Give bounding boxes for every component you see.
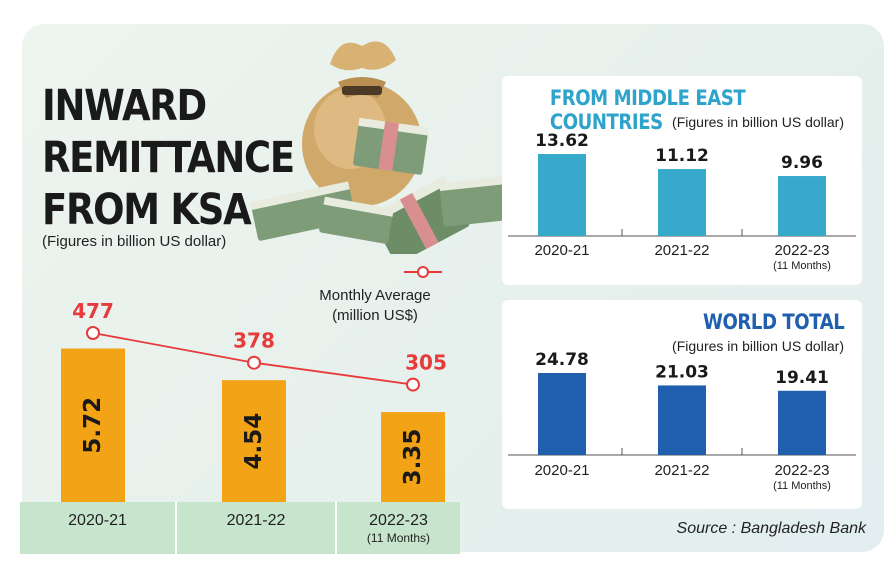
panel-bar-value-label: 19.41 xyxy=(775,368,829,388)
ksa-bar-value-label: 5.72 xyxy=(80,397,106,454)
me-category-label: 2020-21 xyxy=(534,242,590,259)
panel-bar-value-label: 21.03 xyxy=(655,362,709,382)
ksa-bar xyxy=(61,348,125,502)
panel-bar-value-label: 11.12 xyxy=(655,146,709,166)
me-category-2020-21: 2020-21 xyxy=(512,242,612,260)
x-category-2020-21: 2020-21 xyxy=(20,502,177,554)
line-legend-line-2: (million US$) xyxy=(332,307,418,324)
x-category-label: 2020-21 xyxy=(68,512,127,529)
panel-bar-value-label: 9.96 xyxy=(781,153,823,173)
x-category-2021-22: 2021-22 xyxy=(177,502,337,554)
title-line-3: FROM KSA xyxy=(42,185,252,235)
wt-category-note: (11 Months) xyxy=(773,480,831,492)
ksa-bar-value-label: 3.35 xyxy=(400,429,426,486)
panel-bar xyxy=(778,176,826,236)
wt-category-2022-23: 2022-23 (11 Months) xyxy=(752,462,852,492)
wt-category-label: 2022-23 xyxy=(774,462,830,479)
money-bag-illustration xyxy=(250,41,514,254)
main-chart-note: (Figures in billion US dollar) xyxy=(42,233,227,250)
ksa-bar xyxy=(222,380,286,502)
source-note: Source : Bangladesh Bank xyxy=(676,520,866,537)
panel-bar xyxy=(658,169,706,236)
line-legend-label: Monthly Average (million US$) xyxy=(300,286,450,326)
main-title: INWARD REMITTANCE FROM KSA xyxy=(42,80,295,236)
middle-east-title: FROM MIDDLE EAST COUNTRIES xyxy=(549,86,746,134)
x-category-label: 2022-23 xyxy=(369,512,428,529)
monthly-average-point xyxy=(86,326,100,340)
panel-bar xyxy=(658,385,706,455)
world-total-panel: WORLD TOTAL (Figures in billion US dolla… xyxy=(502,300,862,509)
x-axis-band xyxy=(20,502,460,554)
panel-bar xyxy=(538,154,586,236)
monthly-average-point xyxy=(247,355,261,370)
wt-category-2021-22: 2021-22 xyxy=(632,462,732,480)
ksa-bar xyxy=(381,412,445,502)
world-total-chart: 24.78 21.03 19.41 xyxy=(508,350,856,456)
monthly-average-point xyxy=(406,377,420,392)
line-legend-marker xyxy=(404,266,442,278)
me-category-2021-22: 2021-22 xyxy=(632,242,732,260)
panel-bar-value-label: 24.78 xyxy=(535,350,589,370)
monthly-average-label: 305 xyxy=(405,351,447,375)
middle-east-note: (Figures in billion US dollar) xyxy=(672,114,844,130)
world-total-note: (Figures in billion US dollar) xyxy=(672,338,844,354)
panel-bar xyxy=(538,373,586,455)
me-category-label: 2022-23 xyxy=(774,242,830,259)
title-line-1: INWARD xyxy=(42,81,207,131)
title-line-2: REMITTANCE xyxy=(42,133,295,183)
panel-bar xyxy=(778,390,826,455)
panel-bar-value-label: 13.62 xyxy=(535,131,589,151)
me-category-label: 2021-22 xyxy=(654,242,710,259)
x-category-2022-23: 2022-23 (11 Months) xyxy=(337,502,460,554)
line-legend-line-1: Monthly Average xyxy=(319,287,431,304)
middle-east-panel: FROM MIDDLE EAST COUNTRIES (Figures in b… xyxy=(502,76,862,285)
wt-category-label: 2021-22 xyxy=(654,462,710,479)
wt-category-label: 2020-21 xyxy=(534,462,590,479)
wt-category-2020-21: 2020-21 xyxy=(512,462,612,480)
ksa-bar-value-label: 4.54 xyxy=(241,413,267,470)
me-category-2022-23: 2022-23 (11 Months) xyxy=(752,242,852,272)
me-category-note: (11 Months) xyxy=(773,260,831,272)
x-category-label: 2021-22 xyxy=(226,512,286,529)
x-category-note: (11 Months) xyxy=(366,531,431,545)
world-total-title: WORLD TOTAL xyxy=(702,310,845,334)
monthly-average-label: 477 xyxy=(72,299,114,323)
middle-east-chart: 13.62 11.12 9.96 xyxy=(508,131,856,237)
monthly-average-label: 378 xyxy=(233,329,275,353)
